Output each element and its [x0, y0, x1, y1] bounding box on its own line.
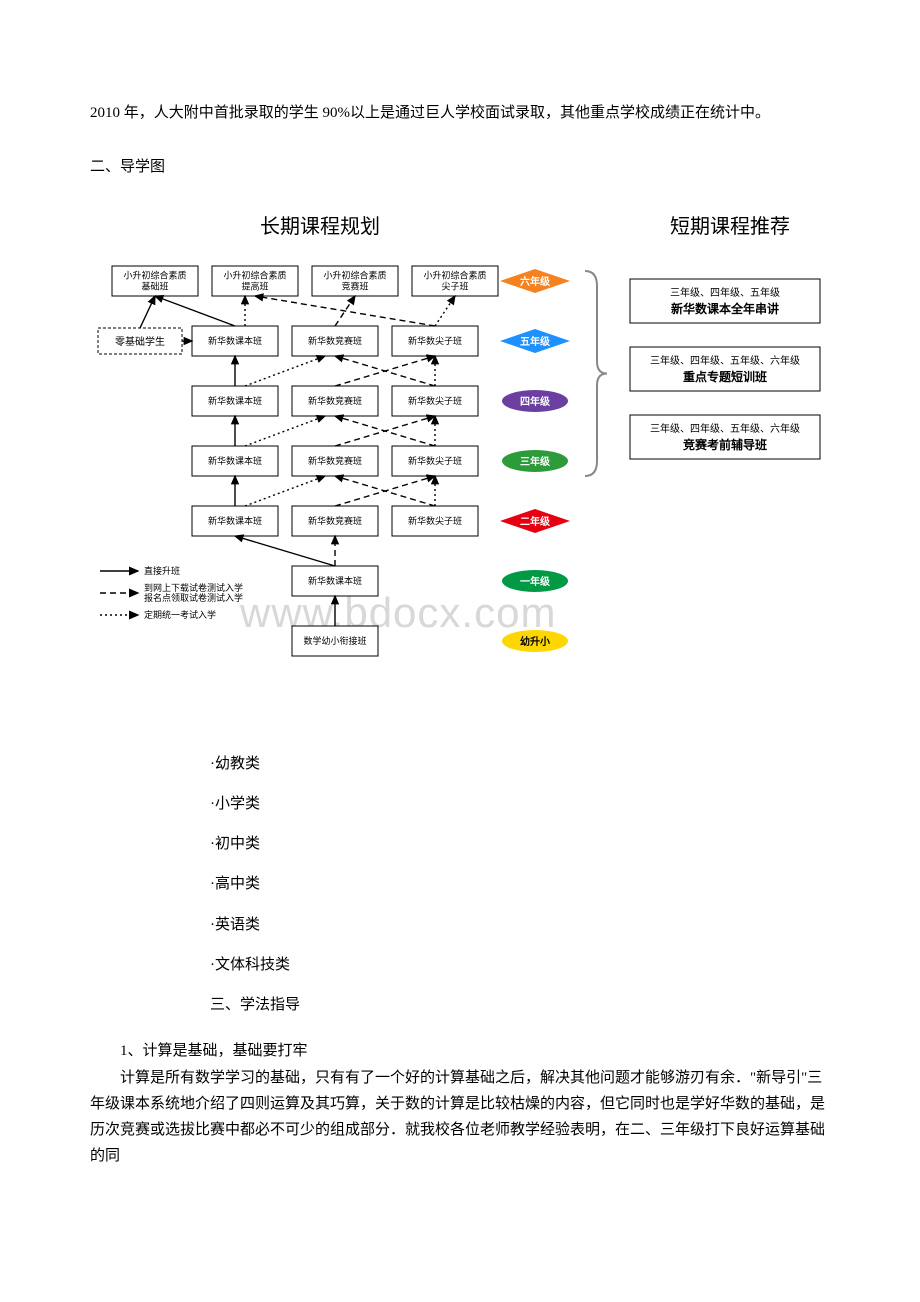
svg-text:新华数课本全年串讲: 新华数课本全年串讲	[671, 301, 779, 316]
svg-text:长期课程规划: 长期课程规划	[260, 215, 380, 238]
list-item: ·英语类	[210, 912, 830, 938]
list-item: ·高中类	[210, 871, 830, 897]
svg-text:三年级、四年级、五年级、六年级: 三年级、四年级、五年级、六年级	[650, 422, 800, 435]
svg-text:数学幼小衔接班: 数学幼小衔接班	[303, 635, 366, 646]
intro-paragraph: 2010 年，人大附中首批录取的学生 90%以上是通过巨人学校面试录取，其他重点…	[90, 100, 830, 126]
svg-text:定期统一考试入学: 定期统一考试入学	[144, 609, 216, 620]
para-1-title: 1、计算是基础，基础要打牢	[90, 1038, 830, 1064]
list-item: ·小学类	[210, 791, 830, 817]
list-item: ·初中类	[210, 831, 830, 857]
svg-text:提高班: 提高班	[241, 280, 268, 291]
para-1-body: 计算是所有数学学习的基础，只有有了一个好的计算基础之后，解决其他问题才能够游刃有…	[90, 1065, 830, 1170]
svg-text:小升初综合素质: 小升初综合素质	[123, 269, 186, 280]
section-2-title: 二、导学图	[90, 154, 830, 180]
svg-text:新华数课本班: 新华数课本班	[308, 575, 362, 586]
svg-text:竞赛班: 竞赛班	[341, 280, 368, 291]
svg-text:小升初综合素质: 小升初综合素质	[423, 269, 486, 280]
svg-text:新华数课本班: 新华数课本班	[208, 455, 262, 466]
category-list: ·幼教类 ·小学类 ·初中类 ·高中类 ·英语类 ·文体科技类 三、学法指导	[210, 751, 830, 1019]
svg-text:新华数竞赛班: 新华数竞赛班	[308, 455, 362, 466]
svg-text:一年级: 一年级	[520, 575, 551, 588]
list-item: ·幼教类	[210, 751, 830, 777]
svg-text:小升初综合素质: 小升初综合素质	[323, 269, 386, 280]
svg-text:新华数课本班: 新华数课本班	[208, 395, 262, 406]
svg-text:报名点领取试卷测试入学: 报名点领取试卷测试入学	[144, 592, 243, 603]
svg-text:新华数竞赛班: 新华数竞赛班	[308, 335, 362, 346]
section-3-title: 三、学法指导	[210, 992, 830, 1018]
diagram-container: www.bdocx.com 长期课程规划短期课程推荐小升初综合素质基础班小升初综…	[90, 211, 830, 711]
svg-text:四年级: 四年级	[520, 395, 551, 408]
svg-text:基础班: 基础班	[141, 280, 168, 291]
svg-text:三年级、四年级、五年级: 三年级、四年级、五年级	[670, 286, 780, 299]
svg-text:五年级: 五年级	[520, 335, 551, 348]
svg-text:幼升小: 幼升小	[520, 635, 550, 648]
flowchart-diagram: 长期课程规划短期课程推荐小升初综合素质基础班小升初综合素质提高班小升初综合素质竞…	[90, 211, 830, 711]
svg-text:新华数尖子班: 新华数尖子班	[408, 335, 462, 346]
svg-text:新华数课本班: 新华数课本班	[208, 515, 262, 526]
svg-text:重点专题短训班: 重点专题短训班	[683, 369, 767, 384]
svg-text:到网上下载试卷测试入学: 到网上下载试卷测试入学	[144, 582, 243, 593]
svg-text:六年级: 六年级	[520, 275, 551, 288]
svg-text:短期课程推荐: 短期课程推荐	[670, 215, 790, 238]
svg-text:新华数尖子班: 新华数尖子班	[408, 455, 462, 466]
svg-text:尖子班: 尖子班	[441, 280, 468, 291]
list-item: ·文体科技类	[210, 952, 830, 978]
svg-text:小升初综合素质: 小升初综合素质	[223, 269, 286, 280]
svg-text:新华数尖子班: 新华数尖子班	[408, 395, 462, 406]
svg-text:新华数竞赛班: 新华数竞赛班	[308, 395, 362, 406]
svg-text:三年级: 三年级	[520, 455, 551, 468]
svg-text:三年级、四年级、五年级、六年级: 三年级、四年级、五年级、六年级	[650, 354, 800, 367]
svg-text:新华数课本班: 新华数课本班	[208, 335, 262, 346]
svg-text:新华数竞赛班: 新华数竞赛班	[308, 515, 362, 526]
svg-text:直接升班: 直接升班	[144, 565, 180, 576]
svg-text:零基础学生: 零基础学生	[115, 335, 165, 348]
svg-text:新华数尖子班: 新华数尖子班	[408, 515, 462, 526]
svg-text:二年级: 二年级	[520, 515, 551, 528]
svg-text:竞赛考前辅导班: 竞赛考前辅导班	[683, 437, 767, 452]
